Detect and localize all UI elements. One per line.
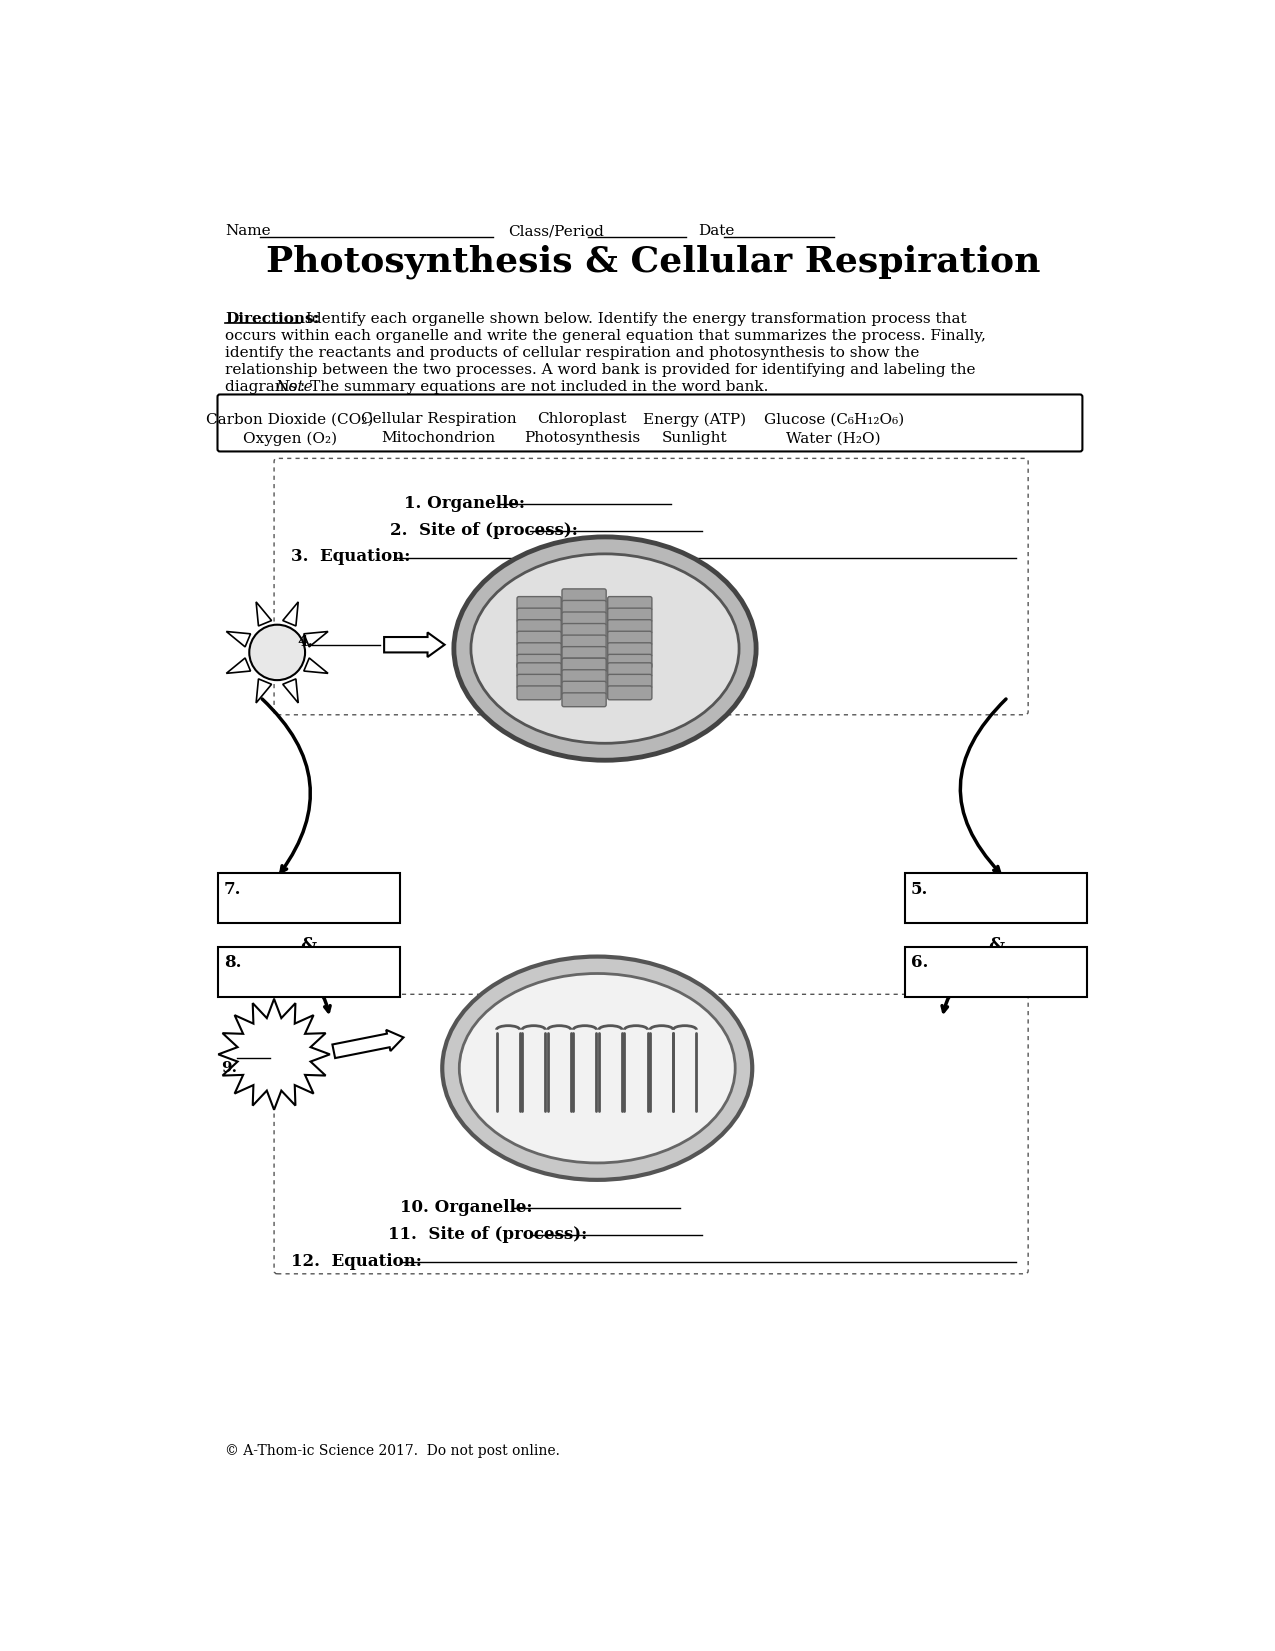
FancyBboxPatch shape <box>562 659 606 672</box>
Text: 8.: 8. <box>223 954 241 971</box>
Text: Mitochondrion: Mitochondrion <box>381 431 496 446</box>
Text: Cellular Respiration: Cellular Respiration <box>361 413 516 426</box>
FancyBboxPatch shape <box>518 654 561 669</box>
FancyBboxPatch shape <box>608 619 652 634</box>
FancyBboxPatch shape <box>518 674 561 688</box>
FancyBboxPatch shape <box>518 619 561 634</box>
FancyBboxPatch shape <box>608 685 652 700</box>
Bar <box>218 946 399 997</box>
Text: &: & <box>301 938 316 956</box>
Polygon shape <box>227 631 251 647</box>
Circle shape <box>250 624 305 680</box>
Text: Name: Name <box>226 225 270 238</box>
Text: &: & <box>988 938 1005 956</box>
FancyBboxPatch shape <box>562 601 606 614</box>
FancyBboxPatch shape <box>608 674 652 688</box>
FancyArrow shape <box>333 1030 403 1058</box>
Text: identify the reactants and products of cellular respiration and photosynthesis t: identify the reactants and products of c… <box>226 347 919 360</box>
FancyBboxPatch shape <box>274 994 1028 1275</box>
Text: Date: Date <box>697 225 734 238</box>
Text: © A-Thom-ic Science 2017.  Do not post online.: © A-Thom-ic Science 2017. Do not post on… <box>226 1445 560 1458</box>
Text: Carbon Dioxide (CO₂): Carbon Dioxide (CO₂) <box>205 413 374 426</box>
FancyBboxPatch shape <box>562 589 606 603</box>
FancyBboxPatch shape <box>518 642 561 657</box>
FancyArrow shape <box>384 632 445 657</box>
Text: diagrams.: diagrams. <box>226 380 307 395</box>
Text: Photosynthesis & Cellular Respiration: Photosynthesis & Cellular Respiration <box>265 244 1040 279</box>
FancyBboxPatch shape <box>518 596 561 611</box>
Polygon shape <box>283 679 298 703</box>
Polygon shape <box>218 999 330 1109</box>
Text: Note: Note <box>275 380 314 395</box>
FancyBboxPatch shape <box>562 682 606 695</box>
FancyBboxPatch shape <box>562 647 606 660</box>
Text: Photosynthesis: Photosynthesis <box>524 431 640 446</box>
FancyBboxPatch shape <box>608 654 652 669</box>
Text: 5.: 5. <box>912 882 928 898</box>
Polygon shape <box>303 659 328 674</box>
Bar <box>218 873 399 923</box>
Ellipse shape <box>454 537 756 759</box>
Text: 10. Organelle:: 10. Organelle: <box>399 1199 532 1217</box>
Text: Class/Period: Class/Period <box>509 225 604 238</box>
Text: 1. Organelle:: 1. Organelle: <box>403 495 524 512</box>
Bar <box>905 946 1088 997</box>
FancyBboxPatch shape <box>218 395 1082 451</box>
Polygon shape <box>227 659 251 674</box>
FancyBboxPatch shape <box>562 693 606 707</box>
Text: 11.  Site of (process):: 11. Site of (process): <box>388 1227 588 1243</box>
Text: : The summary equations are not included in the word bank.: : The summary equations are not included… <box>301 380 769 395</box>
Polygon shape <box>256 679 272 703</box>
Text: 7.: 7. <box>223 882 241 898</box>
Ellipse shape <box>459 974 736 1162</box>
Text: 9.: 9. <box>222 1060 237 1075</box>
FancyBboxPatch shape <box>518 685 561 700</box>
Polygon shape <box>256 603 272 626</box>
Text: 12.  Equation:: 12. Equation: <box>291 1253 422 1270</box>
Text: occurs within each organelle and write the general equation that summarizes the : occurs within each organelle and write t… <box>226 329 986 343</box>
FancyBboxPatch shape <box>608 596 652 611</box>
FancyBboxPatch shape <box>608 631 652 646</box>
FancyBboxPatch shape <box>562 670 606 684</box>
Text: Energy (ATP): Energy (ATP) <box>643 413 746 426</box>
Text: 2.  Site of (process):: 2. Site of (process): <box>390 522 578 538</box>
Ellipse shape <box>470 553 740 743</box>
Text: Identify each organelle shown below. Identify the energy transformation process : Identify each organelle shown below. Ide… <box>301 312 966 327</box>
Text: Water (H₂O): Water (H₂O) <box>787 431 881 446</box>
FancyBboxPatch shape <box>608 662 652 677</box>
FancyBboxPatch shape <box>562 624 606 637</box>
Text: Oxygen (O₂): Oxygen (O₂) <box>242 431 337 446</box>
FancyBboxPatch shape <box>274 459 1028 715</box>
Text: Glucose (C₆H₁₂O₆): Glucose (C₆H₁₂O₆) <box>764 413 904 426</box>
FancyBboxPatch shape <box>518 662 561 677</box>
Polygon shape <box>303 631 328 647</box>
Polygon shape <box>283 603 298 626</box>
FancyBboxPatch shape <box>562 636 606 649</box>
Text: Sunlight: Sunlight <box>662 431 727 446</box>
Text: Directions:: Directions: <box>226 312 320 327</box>
Text: 6.: 6. <box>912 954 928 971</box>
Text: relationship between the two processes. A word bank is provided for identifying : relationship between the two processes. … <box>226 363 975 376</box>
Bar <box>905 873 1088 923</box>
FancyBboxPatch shape <box>562 613 606 626</box>
FancyBboxPatch shape <box>608 608 652 622</box>
Text: 3.  Equation:: 3. Equation: <box>291 548 411 566</box>
FancyBboxPatch shape <box>608 642 652 657</box>
Text: Chloroplast: Chloroplast <box>537 413 626 426</box>
Ellipse shape <box>442 956 752 1180</box>
FancyBboxPatch shape <box>518 631 561 646</box>
Text: 4.: 4. <box>297 636 314 649</box>
FancyBboxPatch shape <box>562 659 606 672</box>
FancyBboxPatch shape <box>518 608 561 622</box>
